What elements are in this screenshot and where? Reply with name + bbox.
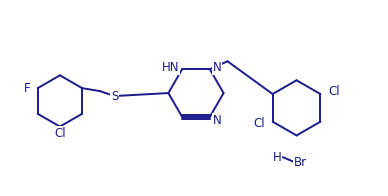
Text: N: N bbox=[213, 114, 222, 127]
Text: S: S bbox=[111, 90, 118, 103]
Text: Cl: Cl bbox=[54, 127, 66, 140]
Text: N: N bbox=[213, 61, 222, 74]
Text: Br: Br bbox=[294, 156, 307, 169]
Text: Cl: Cl bbox=[328, 85, 340, 98]
Text: Cl: Cl bbox=[253, 117, 265, 130]
Text: F: F bbox=[24, 82, 31, 95]
Text: HN: HN bbox=[162, 61, 179, 74]
Text: H: H bbox=[272, 151, 281, 164]
